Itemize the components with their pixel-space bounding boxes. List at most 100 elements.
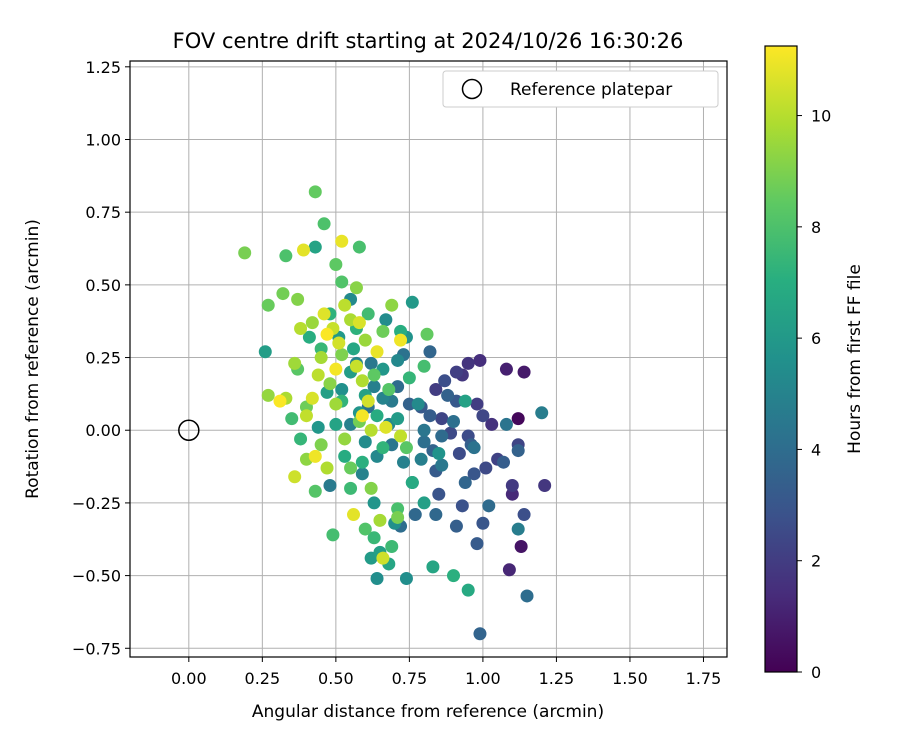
data-point (514, 540, 528, 554)
data-point (261, 298, 275, 312)
data-point (429, 383, 443, 397)
data-point (238, 246, 252, 260)
x-tick-label: 1.50 (612, 669, 648, 688)
data-point (449, 519, 463, 533)
y-tick-label: 1.25 (85, 58, 121, 77)
plot-frame (129, 60, 728, 658)
y-tick-label: 0.25 (85, 349, 121, 368)
y-tick-label: −0.75 (72, 639, 121, 658)
data-point (455, 499, 469, 513)
data-point (347, 508, 361, 522)
reference-point-marker (178, 419, 200, 441)
data-point (405, 295, 419, 309)
data-point (423, 345, 437, 359)
data-point (385, 298, 399, 312)
y-tick-label: 0.00 (85, 421, 121, 440)
data-point (317, 307, 331, 321)
data-point (344, 461, 358, 475)
data-point (458, 394, 472, 408)
data-point (355, 409, 369, 423)
data-point (358, 435, 372, 449)
data-point (411, 397, 425, 411)
data-point (405, 476, 419, 490)
data-point (308, 484, 322, 498)
data-point (399, 572, 413, 586)
data-point (432, 487, 446, 501)
data-point (376, 551, 390, 565)
data-point (338, 449, 352, 463)
data-point (438, 374, 452, 388)
data-point (435, 412, 449, 426)
data-point (473, 353, 487, 367)
x-tick-label: 0.75 (392, 669, 428, 688)
legend-label: Reference platepar (510, 80, 672, 100)
colorbar-gradient (764, 45, 798, 673)
data-point (297, 243, 311, 257)
colorbar: 0 2 4 6 8 10 Hours from first FF file (764, 45, 865, 682)
data-point (470, 397, 484, 411)
data-point (376, 324, 390, 338)
data-point (261, 388, 275, 402)
data-point (394, 429, 408, 443)
data-point (308, 185, 322, 199)
data-point (399, 441, 413, 455)
data-point (452, 446, 466, 460)
data-point (308, 449, 322, 463)
data-point (335, 348, 349, 362)
data-point (429, 508, 443, 522)
chart-title: FOV centre drift starting at 2024/10/26 … (173, 29, 684, 53)
data-point (338, 432, 352, 446)
x-tick-label: 1.00 (465, 669, 501, 688)
data-point (458, 476, 472, 490)
data-point (285, 412, 299, 426)
y-tick-label: 0.50 (85, 276, 121, 295)
data-point (379, 313, 393, 327)
data-point (467, 441, 481, 455)
data-point (379, 420, 393, 434)
data-point (476, 409, 490, 423)
y-tick-label: −0.25 (72, 494, 121, 513)
x-tick-label: 0.50 (318, 669, 354, 688)
data-point (370, 409, 384, 423)
colorbar-tick-label: 8 (811, 218, 821, 237)
data-point (499, 417, 513, 431)
data-point (391, 510, 405, 524)
data-point (361, 307, 375, 321)
colorbar-tick-label: 4 (811, 440, 821, 459)
data-point (323, 377, 337, 391)
data-point (311, 368, 325, 382)
y-axis-title: Rotation from reference (arcmin) (23, 219, 43, 499)
data-point (288, 470, 302, 484)
data-point (432, 446, 446, 460)
data-point (355, 455, 369, 469)
data-point (417, 423, 431, 437)
data-point (435, 429, 449, 443)
data-point (358, 522, 372, 536)
data-point (352, 240, 366, 254)
colorbar-tick-label: 2 (811, 552, 821, 571)
data-point (302, 330, 316, 344)
data-point (355, 374, 369, 388)
data-point (273, 394, 287, 408)
data-point (364, 356, 378, 370)
data-point (335, 383, 349, 397)
y-axis-ticks: −0.75 −0.50 −0.25 0.00 0.25 0.50 0.75 1.00 1.25 (72, 58, 130, 658)
data-point (329, 417, 343, 431)
data-point (358, 333, 372, 347)
data-point (294, 432, 308, 446)
y-tick-label: 1.00 (85, 130, 121, 149)
colorbar-tick-label: 6 (811, 329, 821, 348)
data-point (391, 353, 405, 367)
data-point (347, 342, 361, 356)
data-point (470, 537, 484, 551)
data-point (446, 415, 460, 429)
data-point (382, 383, 396, 397)
colorbar-tick-label: 10 (811, 107, 831, 126)
data-point (426, 560, 440, 574)
data-point (391, 412, 405, 426)
data-point (441, 388, 455, 402)
data-point (517, 365, 531, 379)
data-point (320, 461, 334, 475)
x-axis-ticks: 0.00 0.25 0.50 0.75 1.00 1.25 1.50 1.75 (171, 657, 721, 688)
